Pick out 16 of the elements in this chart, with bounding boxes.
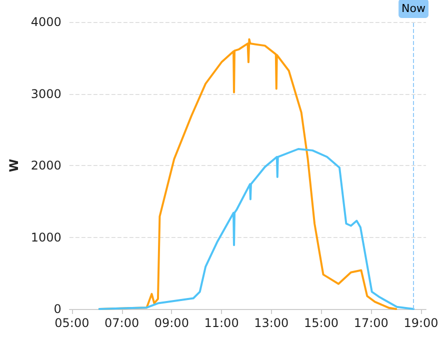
x-tick-label: 13:00 xyxy=(254,316,289,330)
y-tick-label: 1000 xyxy=(30,230,62,244)
x-tick-label: 07:00 xyxy=(104,316,140,330)
x-tick-label: 09:00 xyxy=(154,316,189,330)
y-tick-label: 2000 xyxy=(30,158,62,172)
x-tick-label: 19:00 xyxy=(404,316,438,330)
x-tick-label: 05:00 xyxy=(54,316,90,330)
x-tick-label: 11:00 xyxy=(204,316,239,330)
y-axis-title: W xyxy=(7,158,21,172)
y-tick-label: 0 xyxy=(54,302,62,316)
x-tick-label: 17:00 xyxy=(354,316,388,330)
y-tick-label: 4000 xyxy=(30,15,62,29)
x-tick-label: 15:00 xyxy=(304,316,339,330)
ref-line-label: Now xyxy=(402,2,426,15)
y-tick-label: 3000 xyxy=(30,86,62,101)
line-series xyxy=(98,148,415,310)
